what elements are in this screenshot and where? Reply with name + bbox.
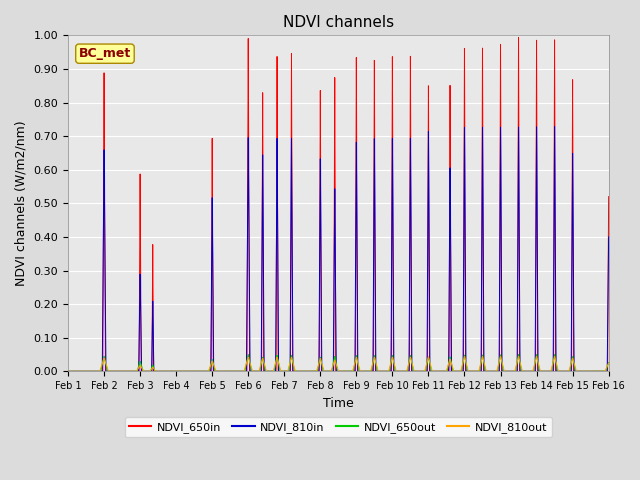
NDVI_650out (604, 363, 611, 369)
NDVI_810out (597, 369, 605, 374)
NDVI_810in (551, 124, 559, 130)
NDVI_650out (534, 359, 541, 364)
Line: NDVI_810in: NDVI_810in (68, 127, 609, 372)
NDVI_810in (605, 234, 612, 240)
NDVI_810in (64, 369, 72, 374)
NDVI_650out (549, 361, 557, 367)
NDVI_810in (409, 369, 417, 374)
Line: NDVI_650in: NDVI_650in (68, 37, 609, 372)
NDVI_650out (597, 369, 605, 374)
Line: NDVI_650out: NDVI_650out (68, 355, 609, 372)
NDVI_650in (515, 35, 522, 40)
Legend: NDVI_650in, NDVI_810in, NDVI_650out, NDVI_810out: NDVI_650in, NDVI_810in, NDVI_650out, NDV… (125, 417, 552, 437)
NDVI_650in (597, 369, 605, 374)
NDVI_810out (307, 369, 315, 374)
NDVI_810in (597, 369, 605, 374)
NDVI_650out (409, 366, 417, 372)
NDVI_650out (64, 369, 72, 374)
NDVI_810out (64, 369, 72, 374)
NDVI_810out (605, 360, 612, 366)
NDVI_810out (409, 364, 417, 370)
X-axis label: Time: Time (323, 396, 354, 409)
NDVI_650in (534, 369, 541, 374)
Line: NDVI_810out: NDVI_810out (68, 357, 609, 372)
NDVI_650in (64, 369, 72, 374)
NDVI_810out (551, 354, 559, 360)
NDVI_810in (534, 331, 541, 336)
NDVI_650out (515, 352, 522, 358)
NDVI_810out (549, 360, 557, 366)
Text: BC_met: BC_met (79, 47, 131, 60)
NDVI_650in (604, 369, 611, 374)
Title: NDVI channels: NDVI channels (283, 15, 394, 30)
NDVI_650out (307, 369, 315, 374)
NDVI_810in (549, 369, 557, 374)
NDVI_650in (605, 194, 612, 200)
NDVI_810in (604, 345, 611, 351)
NDVI_650out (605, 360, 612, 365)
NDVI_650in (549, 369, 557, 374)
NDVI_810out (534, 359, 541, 364)
NDVI_650in (409, 369, 417, 374)
NDVI_810in (307, 369, 315, 374)
Y-axis label: NDVI channels (W/m2/nm): NDVI channels (W/m2/nm) (15, 120, 28, 286)
NDVI_650in (307, 369, 315, 374)
NDVI_810out (604, 363, 611, 369)
